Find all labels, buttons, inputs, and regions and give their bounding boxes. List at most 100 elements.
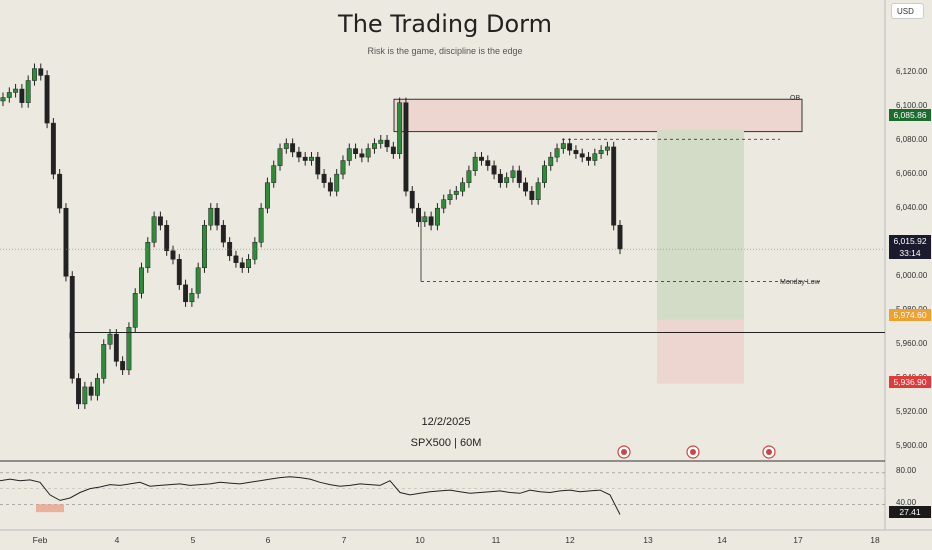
candle-body	[390, 146, 396, 154]
entry-badge: 5,974.60	[889, 309, 931, 321]
candle-body	[567, 143, 573, 151]
candle-body	[491, 165, 497, 175]
candle-body	[69, 276, 75, 379]
time-tick-label: 7	[341, 535, 347, 545]
currency-selector[interactable]: USD	[891, 3, 924, 19]
candle-body	[63, 207, 69, 277]
candle-body	[592, 153, 598, 161]
candle-body	[76, 378, 82, 405]
candle-body	[202, 224, 207, 269]
candle-body	[302, 156, 308, 161]
price-tick-label: 6,060.00	[896, 169, 928, 179]
oscillator-value-badge: 27.41	[889, 506, 931, 518]
candle-body	[510, 170, 516, 178]
candle-body	[6, 92, 12, 98]
ob-label: OB	[790, 95, 801, 102]
candle-body	[126, 327, 132, 371]
candle-body	[283, 143, 289, 149]
candle-body	[195, 267, 201, 294]
candle-body	[176, 259, 182, 286]
candle-body	[101, 344, 107, 379]
candle-body	[485, 160, 491, 166]
candle-body	[365, 148, 371, 158]
candle-body	[340, 160, 346, 175]
candle-body	[145, 241, 151, 269]
candle-body	[604, 146, 610, 151]
oscillator-level-40: 40.00	[896, 498, 917, 507]
time-tick-label: 10	[415, 535, 425, 545]
candle-body	[107, 333, 113, 345]
candle-body	[88, 386, 94, 396]
symbol-label: SPX500 | 60M	[410, 437, 482, 449]
time-tick-label: 13	[643, 535, 653, 545]
candle-body	[516, 170, 522, 183]
price-tick-label: 6,080.00	[896, 135, 928, 145]
candle-body	[453, 190, 459, 195]
oversold-highlight	[36, 504, 64, 513]
time-tick-label: 5	[190, 535, 196, 545]
candle-body	[189, 293, 195, 303]
candle-body	[523, 182, 529, 192]
candle-body	[598, 150, 604, 154]
candle-body	[19, 88, 25, 103]
candle-body	[94, 378, 100, 396]
candle-body	[504, 177, 510, 183]
candle-body	[25, 80, 31, 103]
chart-subtitle: Risk is the game, discipline is the edge	[367, 46, 523, 56]
candle-body	[554, 148, 560, 158]
time-tick-label: Feb	[32, 535, 48, 545]
take-profit-badge: 6,085.86	[889, 109, 931, 121]
price-tick-label: 6,120.00	[896, 67, 928, 77]
candle-body	[220, 224, 226, 243]
candle-body	[321, 173, 327, 183]
candle-body	[334, 173, 340, 192]
candle-body	[611, 146, 617, 226]
candle-body	[384, 139, 390, 148]
candle-body	[416, 207, 421, 223]
candle-body	[441, 199, 447, 209]
price-tick-label: 5,960.00	[896, 339, 928, 349]
candle-body	[290, 143, 296, 153]
candle-body	[139, 267, 144, 294]
price-tick-label: 5,900.00	[896, 441, 928, 451]
candle-body	[113, 333, 119, 362]
candle-body	[359, 153, 365, 158]
take-profit-zone	[657, 130, 744, 320]
candle-body	[428, 216, 434, 226]
candle-body	[497, 173, 503, 183]
time-tick-label: 18	[870, 535, 880, 545]
candle-body	[157, 216, 163, 226]
candle-body	[264, 182, 270, 209]
candle-body	[372, 143, 377, 149]
candle-body	[548, 156, 554, 166]
candle-body	[296, 151, 302, 158]
candle-body	[353, 148, 359, 154]
candle-body	[151, 216, 157, 243]
candle-body	[214, 207, 220, 226]
candle-body	[132, 293, 138, 328]
candle-body	[309, 156, 314, 161]
price-tick-label: 5,920.00	[896, 407, 928, 417]
candle-body	[541, 165, 547, 183]
oscillator-level-80: 80.00	[896, 466, 917, 475]
chart-title: The Trading Dorm	[338, 10, 552, 38]
candle-body	[579, 153, 585, 158]
candle-body	[57, 173, 63, 209]
candle-body	[422, 216, 428, 223]
candle-body	[529, 190, 535, 200]
event-flag-dot	[621, 449, 627, 455]
time-tick-label: 6	[265, 535, 271, 545]
time-tick-label: 12	[565, 535, 575, 545]
candle-body	[183, 284, 189, 303]
candle-body	[403, 102, 409, 192]
candle-body	[246, 259, 251, 269]
time-tick-label: 17	[793, 535, 803, 545]
candle-body	[460, 182, 466, 192]
date-label: 12/2/2025	[421, 416, 471, 428]
candle-body	[38, 68, 44, 76]
candle-body	[327, 182, 333, 192]
time-tick-label: 11	[491, 535, 501, 545]
candle-body	[466, 170, 472, 183]
candle-body	[472, 156, 478, 171]
